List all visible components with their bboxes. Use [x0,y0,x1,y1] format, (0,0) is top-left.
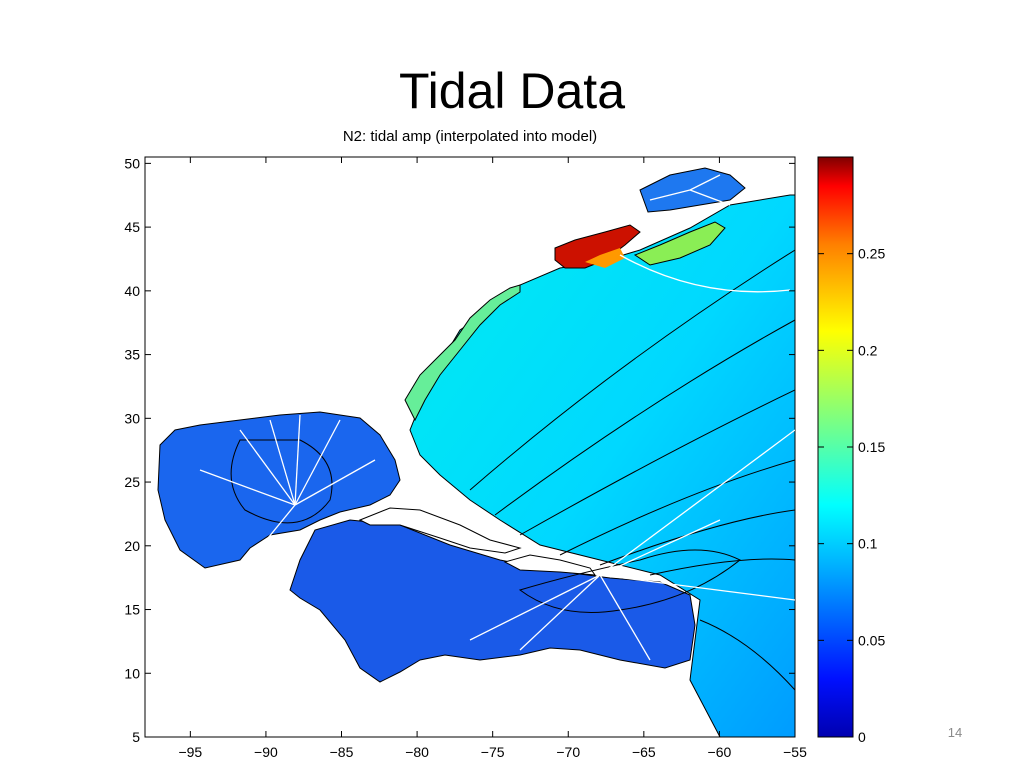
hispaniola-island [503,554,597,576]
gulf-of-mexico-region [157,411,401,569]
x-axis: −95 −90 −85 −80 −75 −70 −65 −60 −55 [178,157,807,760]
x-tick-label: −70 [556,744,580,760]
colorbar-tick-label: 0.2 [858,342,878,358]
colorbar-tick-label: 0.05 [858,632,885,648]
x-tick-label: −90 [254,744,278,760]
colorbar-tick-label: 0.25 [858,246,885,262]
map-field [157,167,795,737]
colorbar-axis: 0 0.05 0.1 0.15 0.2 0.25 [818,246,885,745]
x-tick-label: −75 [481,744,505,760]
colorbar-tick-label: 0 [858,729,866,745]
gulf-of-maine-region [554,224,641,269]
y-axis: 5 10 15 20 25 30 35 40 45 50 [124,155,795,745]
x-tick-label: −80 [405,744,429,760]
atlantic-ocean-region [409,194,795,737]
slide-number: 14 [947,725,963,740]
x-tick-label: −85 [330,744,354,760]
y-tick-label: 35 [124,347,140,363]
x-tick-label: −60 [708,744,732,760]
colorbar-tick-label: 0.15 [858,439,885,455]
y-tick-label: 45 [124,219,140,235]
slide-title: Tidal Data [398,63,626,119]
x-tick-label: −95 [178,744,202,760]
y-tick-label: 10 [124,665,140,681]
y-tick-label: 30 [124,410,140,426]
y-tick-label: 50 [124,155,140,171]
east-coast-shelf-region [404,284,521,422]
colorbar-tick-label: 0.1 [858,536,878,552]
nova-scotia-shelf-region [633,221,726,266]
plot-title: N2: tidal amp (interpolated into model) [342,128,598,145]
phase-lines [199,174,795,661]
y-tick-label: 15 [124,602,140,618]
x-tick-label: −65 [632,744,656,760]
y-tick-label: 25 [124,474,140,490]
y-tick-label: 40 [124,283,140,299]
y-tick-label: 20 [124,538,140,554]
cuba-island [358,507,522,554]
y-tick-label: 5 [132,729,140,745]
caribbean-sea-region [289,519,696,683]
x-tick-label: −55 [783,744,807,760]
